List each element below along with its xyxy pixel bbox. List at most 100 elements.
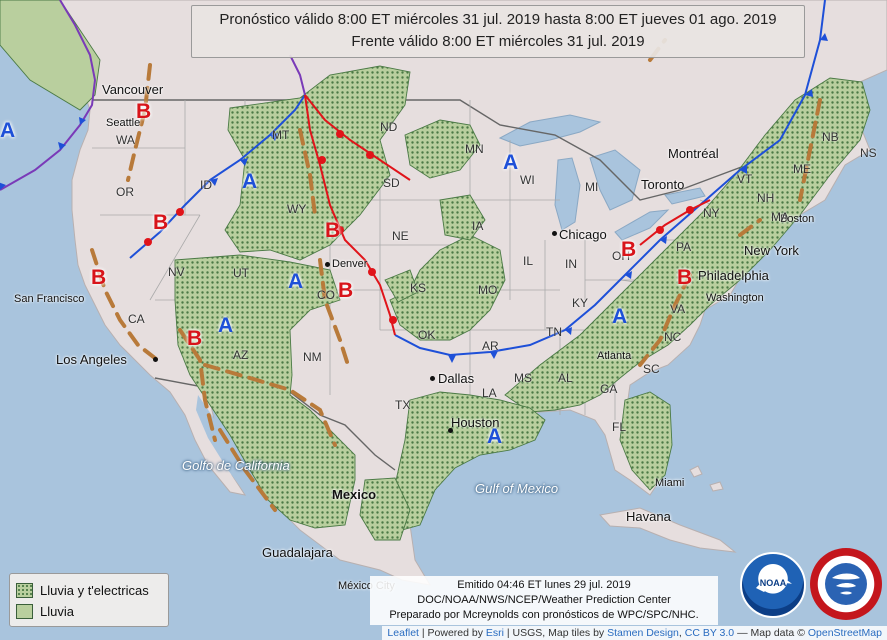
- state-label: NB: [822, 130, 839, 144]
- state-label: CO: [317, 288, 335, 302]
- city-atlanta[interactable]: Atlanta: [597, 350, 632, 362]
- state-label: NE: [392, 229, 409, 243]
- svg-text:NOAA: NOAA: [760, 578, 787, 588]
- attr-mapdata-text: — Map data ©: [737, 627, 805, 639]
- state-label: NS: [860, 146, 877, 160]
- attr-powered-text: | Powered by: [421, 627, 483, 639]
- state-label: WI: [520, 173, 535, 187]
- high-pressure-wisconsin[interactable]: A: [503, 151, 519, 174]
- label-gulf-of-california: Golfo de California: [182, 458, 290, 473]
- state-label: IL: [523, 254, 534, 268]
- city-philadelphia[interactable]: Philadelphia: [698, 268, 769, 283]
- state-label: AL: [558, 371, 573, 385]
- precip-florida: [619, 391, 673, 491]
- state-label: WA: [116, 133, 135, 147]
- precip-dakotas: [404, 119, 481, 179]
- low-pressure-oregon[interactable]: B: [153, 211, 169, 234]
- osm-link[interactable]: OpenStreetMap: [807, 627, 882, 639]
- low-pressure-pennsylvania[interactable]: B: [677, 266, 693, 289]
- state-label: OR: [116, 185, 134, 199]
- legend-swatch-rain: [16, 604, 33, 619]
- state-label: AR: [482, 339, 499, 353]
- state-label: OK: [418, 328, 436, 342]
- city-chicago[interactable]: Chicago: [559, 227, 607, 242]
- forecast-valid-line: Pronóstico válido 8:00 ET miércoles 31 j…: [219, 11, 777, 28]
- forecast-title-box: Pronóstico válido 8:00 ET miércoles 31 j…: [191, 5, 805, 58]
- state-label: ID: [200, 178, 212, 192]
- state-label: SC: [643, 362, 660, 376]
- state-label: CA: [128, 312, 145, 326]
- city-dot-houston: [448, 428, 453, 433]
- city-montreal[interactable]: Montréal: [668, 146, 719, 161]
- legend-label-rain: Lluvia: [40, 604, 74, 619]
- city-dallas[interactable]: Dallas: [438, 371, 475, 386]
- high-pressure-arizona[interactable]: A: [218, 314, 234, 337]
- state-label: MA: [771, 210, 789, 224]
- precip-mexico: [359, 477, 411, 541]
- leaflet-link[interactable]: Leaflet: [387, 627, 419, 639]
- esri-link[interactable]: Esri: [485, 627, 504, 639]
- city-boston[interactable]: Boston: [780, 213, 815, 225]
- state-label: GA: [600, 382, 618, 396]
- high-pressure-mid-atlantic[interactable]: A: [612, 305, 628, 328]
- warm-front-bumps: [144, 130, 694, 324]
- state-label: MO: [478, 283, 498, 297]
- precip-ks-small: [384, 269, 419, 303]
- state-label: ME: [793, 162, 811, 176]
- map-attribution: Leaflet | Powered by Esri | USGS, Map ti…: [382, 626, 887, 640]
- low-pressure-colorado-north[interactable]: B: [325, 219, 341, 242]
- lake-erie: [614, 209, 670, 241]
- state-label: FL: [612, 420, 627, 434]
- city-guadalajara[interactable]: Guadalajara: [262, 545, 333, 560]
- low-pressure-washington[interactable]: B: [136, 100, 152, 123]
- state-label: UT: [233, 266, 249, 280]
- city-miami[interactable]: Miami: [655, 477, 685, 489]
- precip-rockies: [224, 65, 411, 261]
- legend-row-rain: Lluvia: [16, 601, 162, 622]
- lake-michigan: [554, 157, 581, 231]
- state-label: WY: [287, 202, 307, 216]
- label-gulf-of-mexico: Gulf of Mexico: [475, 481, 559, 496]
- precip-plains: [389, 234, 506, 341]
- legend-row-storms: Lluvia y t'electricas: [16, 580, 162, 601]
- city-new-york[interactable]: New York: [744, 243, 799, 258]
- state-label: TX: [395, 398, 411, 412]
- noaa-bird-icon: NOAA: [756, 578, 792, 592]
- city-havana[interactable]: Havana: [626, 509, 671, 524]
- city-denver[interactable]: Denver: [332, 258, 368, 270]
- legend-label-storms: Lluvia y t'electricas: [40, 583, 149, 598]
- occluded-front: [0, 0, 97, 191]
- city-los-angeles[interactable]: Los Angeles: [56, 352, 127, 367]
- high-pressure-gulf[interactable]: A: [487, 425, 503, 448]
- state-label: MN: [465, 142, 484, 156]
- state-label: NY: [703, 206, 720, 220]
- city-mexico[interactable]: Mexico: [332, 487, 377, 502]
- city-houston[interactable]: Houston: [451, 415, 500, 430]
- stamen-link[interactable]: Stamen Design: [607, 627, 679, 639]
- city-dot-dallas: [430, 376, 435, 381]
- precip-areas: [0, 0, 871, 541]
- state-label: VT: [737, 172, 753, 186]
- high-pressure-pacific[interactable]: A: [0, 119, 16, 142]
- noaa-logo: NOAA: [740, 552, 806, 618]
- cold-front-pips: [0, 33, 828, 363]
- low-pressure-california[interactable]: B: [91, 266, 107, 289]
- high-pressure-utah[interactable]: A: [288, 270, 304, 293]
- state-label: IA: [472, 219, 484, 233]
- state-label: ND: [380, 120, 398, 134]
- cold-front-west: [129, 94, 306, 259]
- city-vancouver[interactable]: Vancouver: [102, 82, 164, 97]
- cc-link[interactable]: CC BY 3.0: [684, 627, 735, 639]
- city-seattle[interactable]: Seattle: [106, 117, 141, 129]
- low-pressure-arizona[interactable]: B: [187, 327, 203, 350]
- high-pressure-idaho[interactable]: A: [242, 170, 258, 193]
- city-san-francisco[interactable]: San Francisco: [14, 293, 85, 305]
- city-washington[interactable]: Washington: [706, 292, 764, 304]
- city-toronto[interactable]: Toronto: [641, 177, 685, 192]
- preparer: Preparado por Mcreynolds con pronósticos…: [389, 609, 699, 621]
- low-pressure-ohio[interactable]: B: [621, 238, 637, 261]
- low-pressure-colorado-south[interactable]: B: [338, 279, 354, 302]
- nws-logo: [810, 548, 882, 620]
